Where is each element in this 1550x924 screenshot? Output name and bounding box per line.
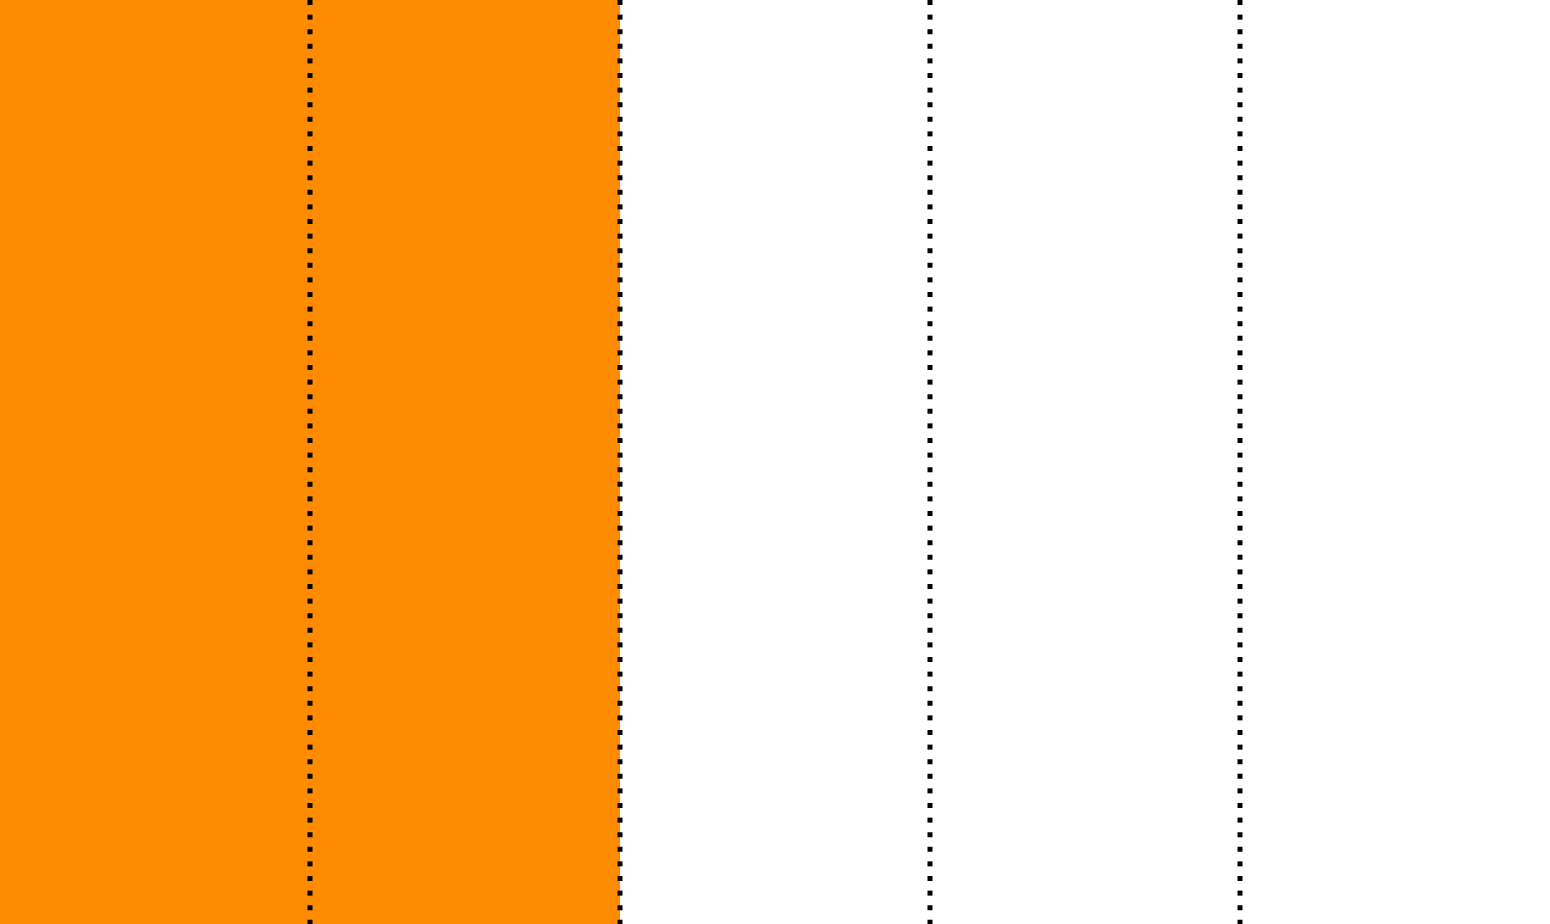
bars-layer	[0, 0, 620, 924]
bar-0	[0, 0, 620, 924]
